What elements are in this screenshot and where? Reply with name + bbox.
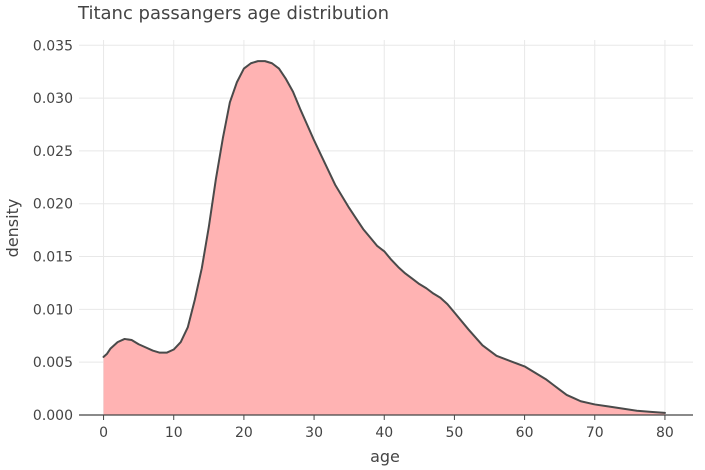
y-tick-label: 0.015 — [33, 250, 73, 266]
x-tick-label: 70 — [586, 425, 604, 441]
density-line — [102, 60, 666, 414]
y-tick-label: 0.000 — [33, 408, 73, 424]
y-tick-label: 0.010 — [33, 302, 73, 318]
x-tick-label: 40 — [375, 425, 393, 441]
x-tick-label: 30 — [305, 425, 323, 441]
x-axis-ticks: 0 10 20 30 40 50 60 70 80 — [99, 415, 674, 441]
x-tick-label: 50 — [446, 425, 464, 441]
x-tick-label: 60 — [516, 425, 534, 441]
y-tick-label: 0.035 — [33, 38, 73, 54]
x-tick-label: 0 — [99, 425, 108, 441]
y-tick-label: 0.030 — [33, 91, 73, 107]
x-axis-title: age — [370, 447, 400, 466]
y-tick-label: 0.005 — [33, 355, 73, 371]
y-axis-title: density — [3, 199, 22, 258]
x-tick-label: 10 — [165, 425, 183, 441]
y-tick-label: 0.020 — [33, 197, 73, 213]
y-axis-ticks: 0.000 0.005 0.010 0.015 0.020 0.025 0.030 0.035 — [33, 38, 73, 424]
density-area — [103, 61, 665, 415]
chart-title: Titanc passangers age distribution — [77, 3, 389, 24]
y-tick-label: 0.025 — [33, 144, 73, 160]
density-area-layer — [102, 60, 666, 415]
x-tick-label: 20 — [235, 425, 253, 441]
x-tick-label: 80 — [656, 425, 674, 441]
